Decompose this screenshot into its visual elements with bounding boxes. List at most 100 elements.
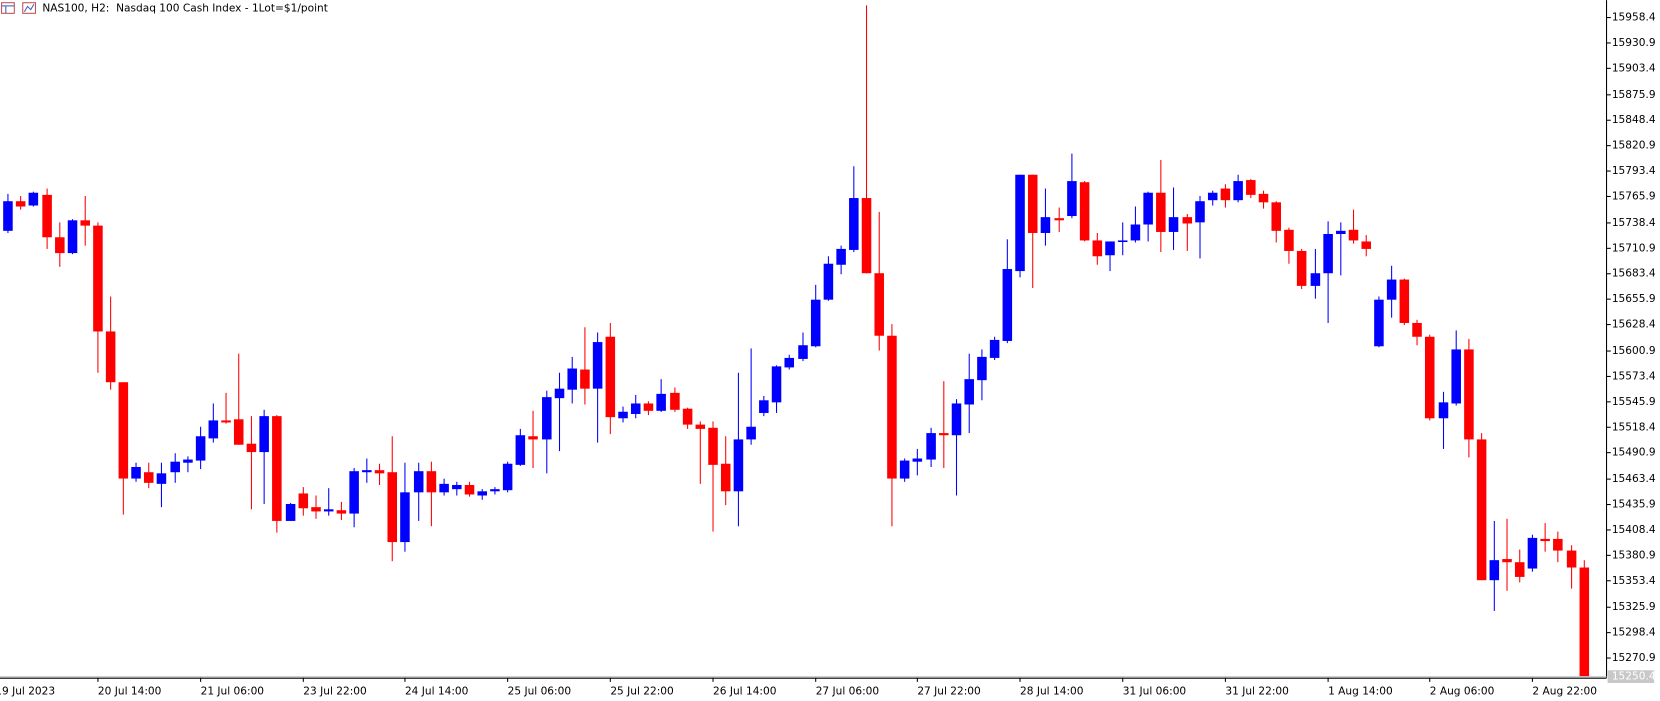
candle-body	[515, 435, 526, 465]
candle-body	[400, 492, 410, 543]
candle-body	[1130, 224, 1141, 241]
candle-body	[1502, 559, 1512, 563]
candle-body	[1015, 174, 1025, 272]
candle-body	[964, 379, 974, 405]
candle-body	[1361, 241, 1371, 249]
candle-body	[1182, 217, 1193, 224]
candle-body	[567, 368, 577, 390]
candle-body	[618, 411, 628, 419]
candle-body	[1002, 269, 1013, 341]
candle-body	[1323, 234, 1333, 274]
candle-body	[720, 463, 731, 492]
candle-body	[477, 491, 487, 496]
candle-body	[349, 471, 359, 514]
candle-body	[118, 382, 129, 479]
candle-body	[1105, 241, 1115, 256]
candle-body	[784, 357, 795, 368]
candle-body	[926, 433, 936, 460]
y-tick-label: 15738.4	[1612, 217, 1656, 229]
candle-body	[1310, 273, 1321, 286]
y-tick-label: 15903.4	[1612, 62, 1656, 74]
candle-body	[1233, 181, 1243, 201]
candle-body	[1092, 240, 1103, 257]
candle-body	[439, 483, 449, 493]
candle-body	[887, 335, 897, 479]
x-tick-label: 1 Aug 14:00	[1328, 685, 1393, 697]
candle-body	[1336, 230, 1346, 235]
candle-body	[912, 458, 923, 462]
x-tick-label: 27 Jul 06:00	[816, 685, 880, 697]
candle-body	[143, 472, 154, 483]
candle-body	[452, 484, 462, 490]
y-tick-label: 15380.9	[1612, 549, 1656, 561]
candle-body	[1579, 567, 1590, 677]
candle-body	[771, 366, 782, 403]
candle-body	[1476, 439, 1487, 581]
candle-body	[1246, 180, 1256, 195]
y-tick-label: 15408.4	[1612, 524, 1656, 536]
candle-body	[464, 484, 475, 495]
current-price-box	[1607, 670, 1655, 683]
candle-body	[580, 369, 590, 389]
candle-body	[259, 416, 269, 453]
candle-body	[28, 192, 39, 206]
candle-body	[1195, 201, 1205, 223]
x-tick-label: 2 Aug 22:00	[1532, 685, 1597, 697]
y-tick-label: 15875.9	[1612, 89, 1656, 101]
candle-body	[93, 225, 103, 332]
x-tick-label: 19 Jul 2023	[0, 685, 55, 697]
y-tick-label: 15848.4	[1612, 114, 1656, 126]
candle-body	[311, 507, 321, 512]
y-tick-label: 15435.9	[1612, 499, 1656, 511]
candle-body	[1451, 349, 1461, 404]
candle-body	[246, 443, 257, 453]
candle-body	[1399, 279, 1410, 323]
candle-body	[105, 331, 116, 383]
y-tick-label: 15298.4	[1612, 627, 1656, 639]
candle-body	[55, 237, 65, 254]
candle-body	[1412, 322, 1422, 337]
candle-body	[1514, 562, 1525, 577]
candle-body	[1386, 279, 1397, 300]
candle-body	[605, 336, 616, 418]
candle-body	[490, 489, 500, 492]
x-tick-label: 25 Jul 22:00	[610, 685, 674, 697]
candle-body	[1296, 250, 1307, 286]
candle-body	[554, 388, 565, 399]
y-tick-label: 15518.4	[1612, 421, 1656, 433]
x-tick-label: 20 Jul 14:00	[98, 685, 162, 697]
candle-body	[951, 403, 962, 436]
candle-body	[542, 397, 552, 440]
candle-body	[1271, 202, 1281, 231]
candle-body	[836, 248, 846, 265]
candle-body	[170, 461, 180, 473]
y-tick-label: 15545.9	[1612, 396, 1656, 408]
candle-body	[695, 424, 706, 429]
x-tick-label: 23 Jul 22:00	[303, 685, 367, 697]
candle-body	[502, 463, 513, 491]
candle-body	[387, 472, 398, 543]
plot-area	[3, 5, 1590, 677]
candle-body	[899, 460, 910, 479]
candle-body	[1464, 349, 1474, 440]
candle-body	[989, 339, 1000, 358]
candle-body	[233, 419, 244, 445]
candle-body	[1067, 181, 1077, 217]
candle-body	[874, 273, 884, 336]
candle-body	[221, 420, 231, 423]
candle-body	[733, 439, 744, 492]
y-tick-label: 15490.9	[1612, 447, 1656, 459]
candle-body	[1143, 192, 1153, 225]
x-tick-label: 25 Jul 06:00	[508, 685, 572, 697]
icon-window	[1, 2, 15, 14]
candle-body	[1117, 240, 1128, 243]
candle-body	[656, 393, 666, 411]
candle-body	[323, 509, 334, 512]
candle-body	[1284, 229, 1294, 251]
candle-body	[1540, 538, 1550, 542]
candle-body	[42, 194, 52, 238]
candle-body	[336, 510, 347, 514]
candle-body	[285, 503, 296, 521]
candle-body	[1489, 560, 1500, 581]
